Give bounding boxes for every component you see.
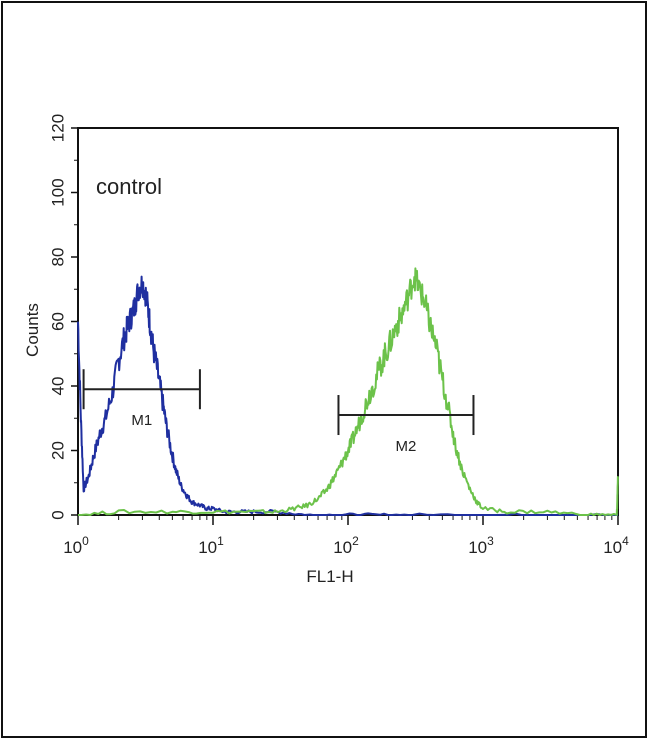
x-tick-label-100: 102	[333, 534, 359, 557]
annotation-control: control	[96, 174, 162, 199]
y-tick-label-60: 60	[49, 312, 68, 331]
marker-label-M1: M1	[131, 412, 152, 429]
y-tick-label-80: 80	[49, 248, 68, 267]
plot-area: 0 20 40 60 80 100 120 100 101 102 103 104 M1 M2	[49, 114, 630, 557]
x-tick-label-1: 100	[63, 534, 89, 557]
x-axis-label: FL1-H	[306, 567, 353, 586]
y-axis-label: Counts	[23, 303, 42, 357]
y-tick-label-0: 0	[49, 510, 68, 519]
x-tick-label-1000: 103	[468, 534, 494, 557]
y-tick-label-20: 20	[49, 441, 68, 460]
x-tick-label-10: 101	[198, 534, 224, 557]
marker-label-M2: M2	[396, 438, 417, 455]
x-tick-label-10000: 104	[603, 534, 629, 557]
y-tick-label-40: 40	[49, 377, 68, 396]
series-line-1	[77, 267, 619, 516]
y-tick-label-120: 120	[49, 114, 68, 142]
y-tick-label-100: 100	[49, 178, 68, 206]
series-line-0	[77, 275, 619, 516]
